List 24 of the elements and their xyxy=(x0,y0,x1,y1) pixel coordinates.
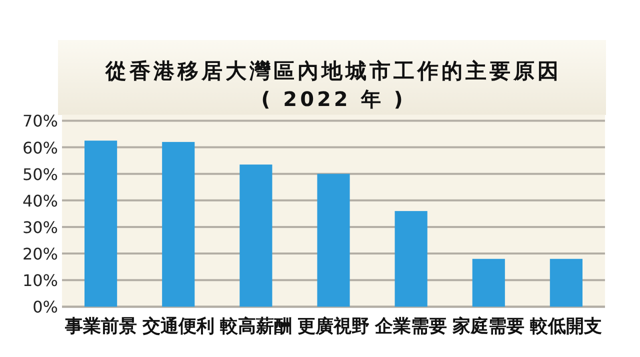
x-tick-label: 家庭需要 xyxy=(452,316,525,337)
x-tick-label: 企業需要 xyxy=(374,316,448,337)
bar xyxy=(550,258,583,307)
y-tick-label: 10% xyxy=(22,271,58,290)
y-tick-label: 0% xyxy=(32,298,58,317)
x-tick-label: 較高薪酬 xyxy=(218,316,292,337)
chart-title: 從香港移居大灣區內地城市工作的主要原因 xyxy=(104,59,562,83)
bar xyxy=(394,211,428,307)
chart-subtitle: ( 2022 年 ) xyxy=(261,87,406,111)
x-tick-label: 事業前景 xyxy=(64,316,137,337)
y-tick-label: 30% xyxy=(22,218,58,237)
bar xyxy=(240,164,272,307)
bar xyxy=(84,140,118,307)
y-tick-label: 20% xyxy=(22,244,58,264)
y-tick-label: 40% xyxy=(22,191,58,210)
y-tick-label: 50% xyxy=(22,164,58,184)
x-tick-label: 較低開支 xyxy=(529,316,602,337)
bar xyxy=(162,142,195,307)
bar xyxy=(472,258,505,307)
y-tick-label: 60% xyxy=(22,138,58,158)
y-tick-label: 70% xyxy=(22,112,58,131)
x-tick-label: 更廣視野 xyxy=(298,316,370,337)
x-tick-label: 交通便利 xyxy=(141,316,214,337)
bar xyxy=(317,174,350,307)
